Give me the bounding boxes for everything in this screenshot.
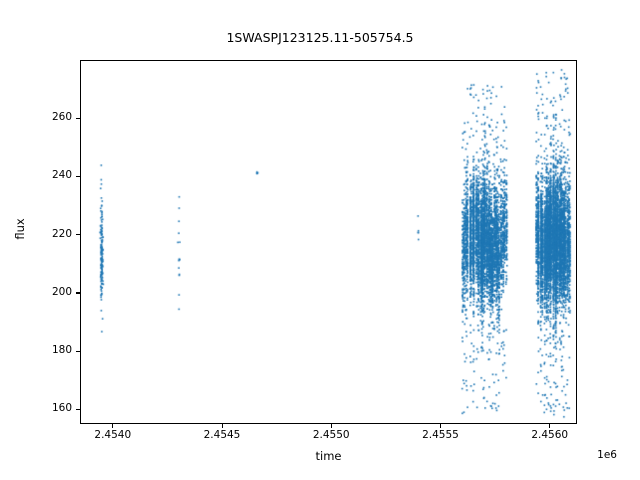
x-axis-offset-label: 1e6	[597, 449, 617, 461]
x-tick-label: 2.4555	[422, 429, 459, 441]
y-tick-mark	[76, 234, 80, 236]
y-tick-label: 240	[51, 169, 72, 182]
plot-area	[80, 60, 577, 424]
y-tick-label: 180	[51, 344, 72, 357]
x-tick-label: 2.4540	[94, 429, 132, 441]
x-axis-label: time	[315, 449, 342, 463]
y-tick-mark	[76, 292, 80, 294]
y-tick-mark	[76, 408, 80, 410]
x-tick-mark	[549, 424, 551, 428]
y-tick-mark	[76, 175, 80, 178]
scatter-data-layer	[81, 61, 576, 423]
y-tick-label: 260	[51, 111, 72, 124]
y-tick-label: 200	[51, 285, 72, 298]
page-title: 1SWASPJ123125.11-505754.5	[226, 30, 414, 45]
y-tick-label: 220	[51, 227, 72, 240]
y-tick-label: 160	[51, 402, 72, 415]
x-tick-mark	[439, 424, 441, 428]
x-tick-label: 2.4560	[531, 429, 569, 441]
y-tick-mark	[76, 350, 80, 352]
x-tick-mark	[330, 424, 332, 428]
y-tick-mark	[76, 117, 80, 119]
x-tick-mark	[221, 424, 223, 428]
x-tick-label: 2.4550	[312, 429, 350, 441]
x-tick-mark	[112, 424, 114, 428]
x-tick-label: 2.4545	[203, 429, 241, 441]
